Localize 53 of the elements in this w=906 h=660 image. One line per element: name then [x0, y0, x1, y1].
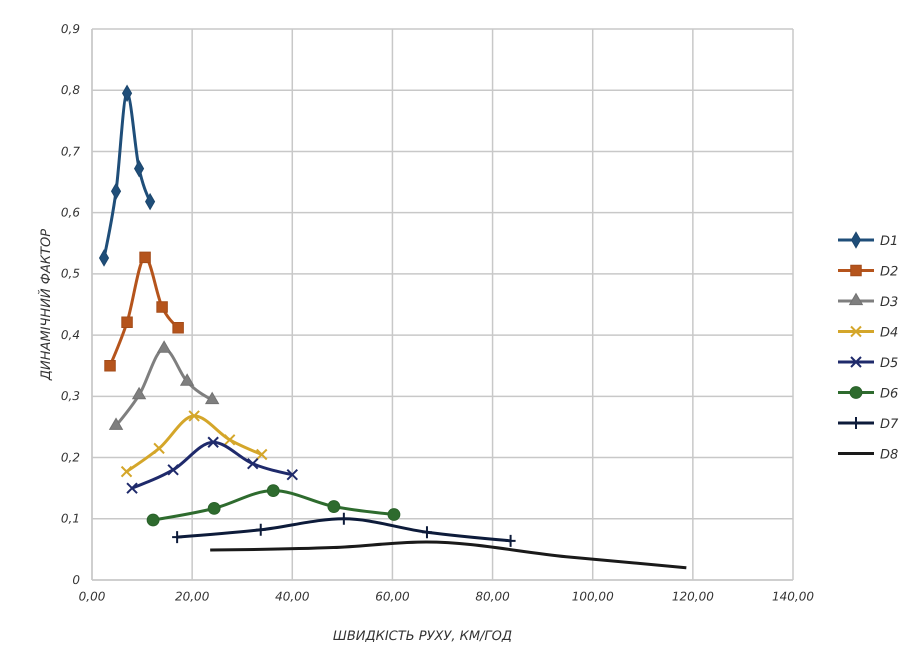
- point: [224, 434, 236, 446]
- y-tick-label: 0,1: [60, 512, 80, 526]
- y-tick-label: 0: [72, 572, 80, 587]
- y-axis-title: ДИНАМІЧНИЙ ФАКТОР: [37, 228, 54, 382]
- point: [171, 530, 184, 544]
- point: [104, 360, 116, 372]
- point: [256, 448, 268, 460]
- legend-label: D1: [880, 234, 898, 249]
- point: [504, 534, 517, 548]
- point: [286, 468, 298, 481]
- point: [246, 458, 259, 470]
- y-tick-label: 0,3: [60, 389, 80, 404]
- legend-label: D2: [880, 264, 898, 280]
- x-tick-label: 80,00: [475, 590, 510, 604]
- x-tick-label: 60,00: [375, 590, 410, 604]
- x-tick-label: 0,00: [78, 590, 106, 604]
- point: [126, 482, 138, 494]
- point: [139, 252, 151, 264]
- y-tick-label: 0,4: [60, 328, 80, 342]
- point: [156, 301, 168, 313]
- point: [207, 436, 220, 448]
- legend-label: D6: [880, 386, 898, 402]
- x-tick-label: 40,00: [275, 590, 310, 604]
- y-tick-label: 0,6: [60, 206, 80, 220]
- point: [153, 442, 166, 454]
- y-tick-label: 0,2: [60, 450, 80, 464]
- point: [266, 484, 280, 498]
- x-axis-title: ШВИДКІСТЬ РУХУ, КМ/ГОД: [332, 629, 512, 644]
- x-tick-label: 100,00: [572, 590, 614, 604]
- point: [121, 316, 133, 328]
- y-tick-label: 0,8: [60, 83, 80, 98]
- point: [120, 466, 133, 478]
- point: [327, 500, 340, 513]
- x-tick-label: 20,00: [174, 590, 210, 604]
- legend-label: D5: [880, 356, 898, 371]
- y-tick-label: 0,5: [60, 266, 80, 281]
- point: [167, 464, 180, 476]
- x-tick-label: 140,00: [772, 590, 814, 604]
- point: [188, 410, 200, 422]
- point: [254, 522, 267, 537]
- point: [388, 508, 400, 521]
- point: [146, 514, 160, 526]
- line-series: [208, 540, 688, 570]
- legend-label: D4: [880, 326, 898, 340]
- point: [208, 502, 221, 515]
- legend-label: D3: [880, 295, 898, 310]
- legend-label: D8: [880, 448, 898, 462]
- point: [420, 525, 433, 540]
- legend-label: D7: [880, 417, 900, 432]
- point: [172, 322, 184, 334]
- y-tick-label: 0,7: [60, 144, 80, 158]
- y-tick-label: 0,9: [60, 22, 80, 36]
- x-tick-label: 120,00: [672, 590, 714, 604]
